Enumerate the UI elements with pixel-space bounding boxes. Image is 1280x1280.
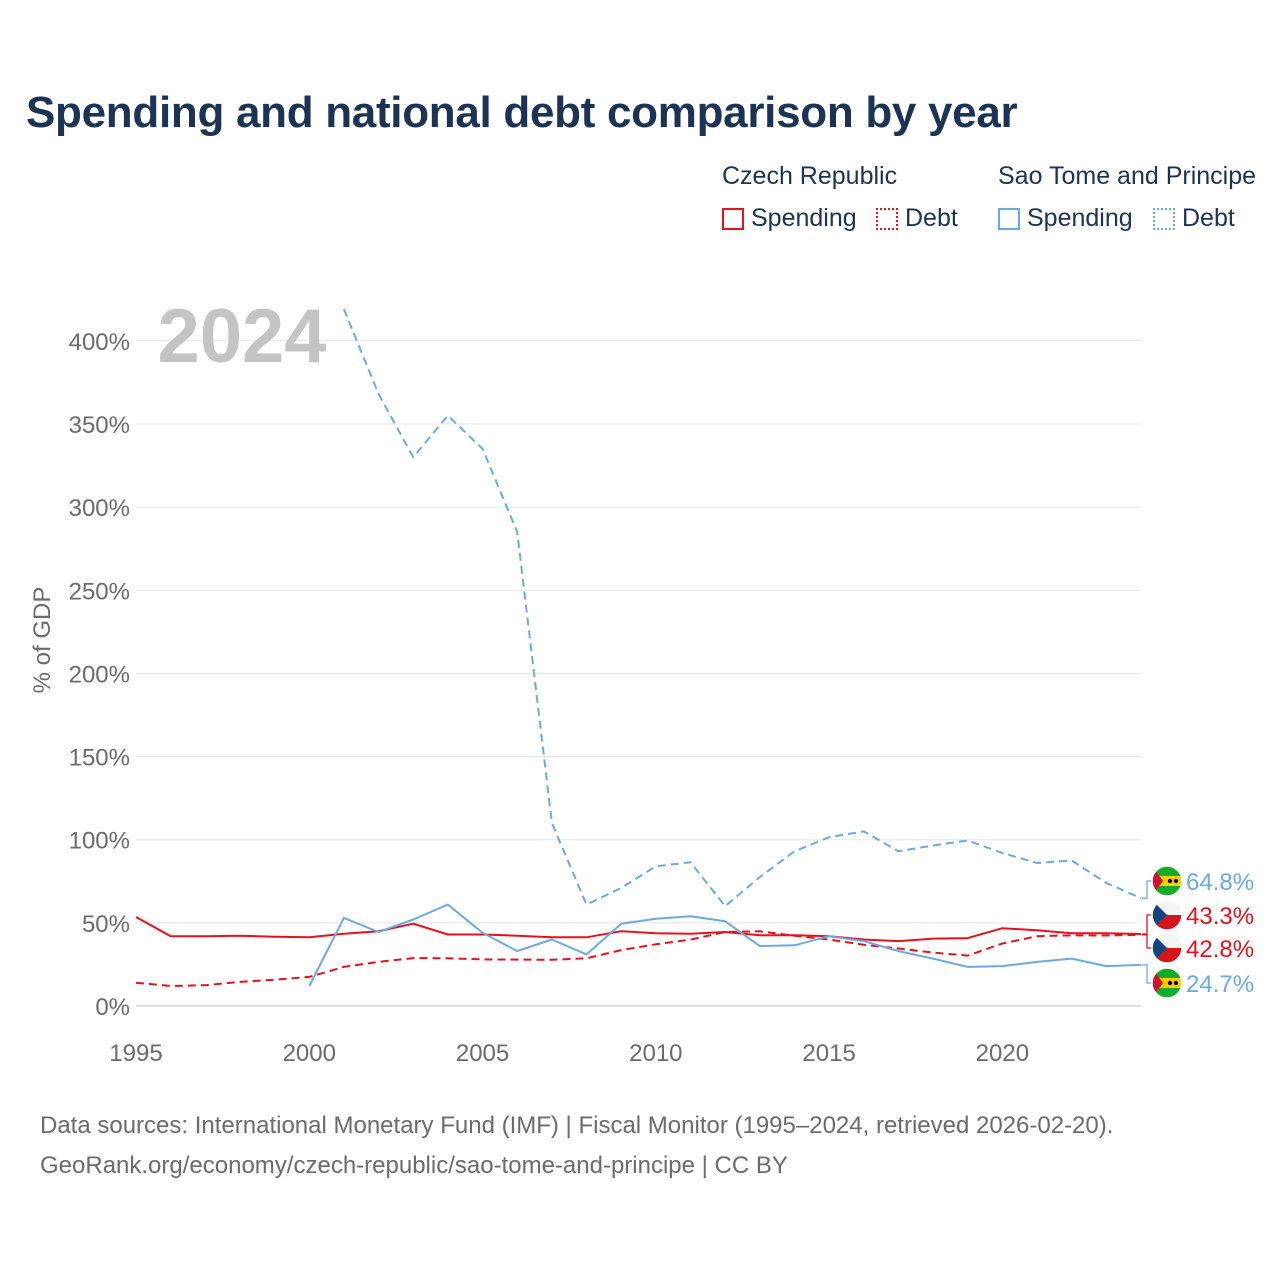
y-tick-label: 0% [95,994,130,1021]
legend-label-czech-spending: Spending [751,204,857,232]
source-note: Data sources: International Monetary Fun… [40,1106,1113,1186]
year-watermark: 2024 [157,294,326,379]
end-label-value: 24.7% [1186,971,1254,998]
y-tick-label: 50% [82,911,130,938]
y-tick-label: 250% [69,578,130,605]
x-axis: 1995 2000 2005 2010 2015 2020 [109,1040,1029,1067]
y-axis-label: % of GDP [29,587,56,694]
source-line-2[interactable]: GeoRank.org/economy/czech-republic/sao-t… [40,1152,788,1179]
legend-label-czech-debt: Debt [905,204,958,232]
legend-item-sao-tome-spending[interactable]: Spending [998,204,1133,233]
series-line-sao-tome-and-principe-spending [308,903,1142,987]
end-label-connector [1142,880,1152,899]
legend-swatch-sao-tome-debt [1153,207,1175,230]
x-tick-label: 1995 [109,1040,162,1067]
source-line-1: Data sources: International Monetary Fun… [40,1112,1114,1139]
series-lines [135,308,1142,987]
y-tick-label: 350% [69,412,130,439]
y-tick-label: 200% [69,661,130,688]
x-tick-label: 2000 [283,1040,336,1067]
series-line-czech-republic-debt [135,930,1142,987]
end-label-connector [1142,914,1152,935]
legend-swatch-sao-tome-spending [998,207,1020,230]
end-label-connector [1142,964,1152,984]
end-label-value: 43.3% [1186,903,1254,930]
legend-group-sao-tome: Sao Tome and Principe [998,162,1257,190]
grid [136,340,1141,1007]
end-labels: 64.8% 43.3% 42.8% 24.7% [1142,869,1254,998]
series-line-czech-republic-spending [135,916,1142,943]
legend-item-sao-tome-debt[interactable]: Debt [1153,204,1235,233]
czech-flag-icon [1152,900,1182,930]
legend-label-sao-tome-spending: Spending [1027,204,1133,232]
legend-item-czech-debt[interactable]: Debt [876,204,958,233]
y-tick-label: 400% [69,329,130,356]
end-label-value: 42.8% [1186,936,1254,963]
czech-flag-icon [1152,933,1182,963]
x-tick-label: 2005 [456,1040,509,1067]
x-tick-label: 2020 [976,1040,1029,1067]
line-chart: 0% 50% 100% 150% 200% 250% 300% 350% 400% 1995 20… [29,294,1254,1067]
legend-item-czech-spending[interactable]: Spending [722,204,857,233]
legend-swatch-czech-debt [876,207,898,230]
legend-swatch-czech-spending [722,207,744,230]
y-tick-label: 150% [69,745,130,772]
y-tick-label: 300% [69,495,130,522]
legend-label-sao-tome-debt: Debt [1182,204,1235,232]
y-axis: 0% 50% 100% 150% 200% 250% 300% 350% 400% [69,329,130,1021]
series-line-sao-tome-and-principe-debt [342,308,1142,908]
end-label-connector [1142,934,1152,949]
end-label-value: 64.8% [1186,869,1254,896]
flags [1151,865,1183,999]
x-tick-label: 2015 [802,1040,855,1067]
legend-group-czech: Czech Republic [722,162,898,190]
chart-title: Spending and national debt comparison by… [26,88,1018,137]
x-tick-label: 2010 [629,1040,682,1067]
y-tick-label: 100% [69,828,130,855]
